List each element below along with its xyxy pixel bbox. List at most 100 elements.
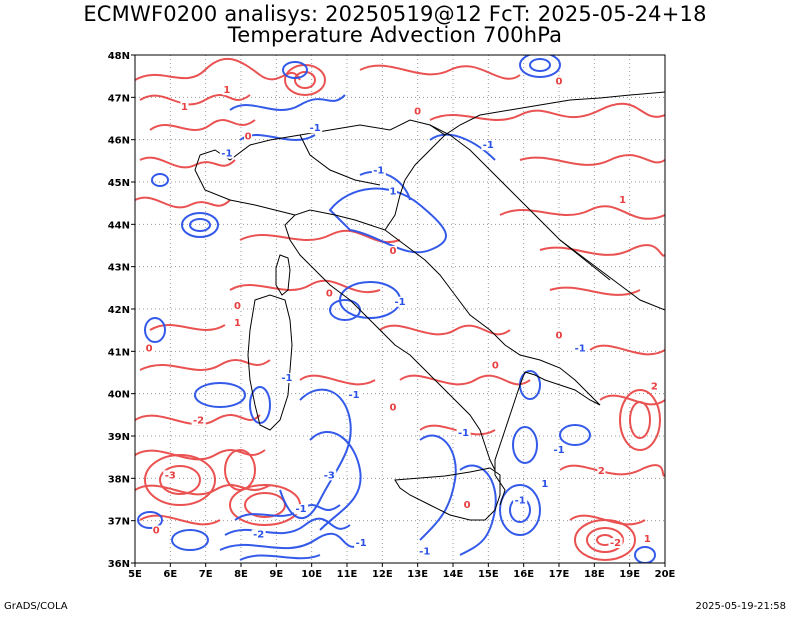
contour-label: -1 <box>575 343 586 354</box>
contour-label-bg <box>222 85 231 96</box>
contour-label: 2 <box>598 466 605 477</box>
contour-label: -1 <box>356 538 367 549</box>
contour-label: 1 <box>234 318 241 329</box>
axes: 5E 6E 7E 8E 9E 10E 11E 12E 13E 14E 15E 16E 17E 18E 19E… <box>108 51 676 580</box>
contour-label-bg <box>573 343 588 354</box>
contour-label: -2 <box>253 530 264 541</box>
contour-label-bg <box>244 131 253 142</box>
lat-tick-label: 48N <box>108 51 130 62</box>
lon-tick-label: 19E <box>619 569 640 580</box>
lon-tick-label: 16E <box>513 569 534 580</box>
contour-label: 0 <box>245 132 252 143</box>
lat-tick-label: 36N <box>108 559 130 570</box>
lat-tick-label: 42N <box>108 305 130 316</box>
contour-label: 0 <box>464 500 471 511</box>
lon-tick-label: 7E <box>199 569 213 580</box>
contour-label: 0 <box>492 360 499 371</box>
lon-tick-label: 10E <box>301 569 322 580</box>
contour-label: 0 <box>414 106 421 117</box>
contour-label-bg <box>294 504 309 515</box>
contour-label: -1 <box>296 504 307 515</box>
contour-label: -1 <box>458 428 469 439</box>
footer-timestamp: 2025-05-19-21:58 <box>695 601 786 612</box>
contour-label-bg <box>371 165 386 176</box>
lon-tick-label: 13E <box>407 569 428 580</box>
map-title: ECMWF0200 analisys: 20250519@12 FcT: 202… <box>83 2 707 26</box>
contour-label-bg <box>555 76 563 87</box>
contour-label: -1 <box>373 166 384 177</box>
contour-label: -2 <box>193 415 204 426</box>
contour-label-bg <box>152 525 161 536</box>
contour-label: 0 <box>326 288 333 299</box>
contour-label-bg <box>233 301 242 311</box>
contour-label: 0 <box>146 343 153 354</box>
lon-tick-label: 14E <box>443 569 464 580</box>
positive-contours <box>135 57 665 561</box>
contour-label-bg <box>279 372 294 383</box>
contour-label-bg <box>180 102 189 113</box>
contour-label-bg <box>481 140 496 151</box>
contour-label-bg <box>388 186 397 197</box>
lon-tick-label: 15E <box>478 569 499 580</box>
contour-label-bg <box>308 123 323 134</box>
contour-label: 0 <box>153 525 160 536</box>
lat-tick-label: 37N <box>108 517 130 528</box>
lon-tick-label: 8E <box>234 569 248 580</box>
contour-label-bg <box>513 495 528 506</box>
lat-tick-label: 47N <box>108 93 130 104</box>
contour-label: -1 <box>310 123 321 134</box>
contour-label: 1 <box>389 187 396 198</box>
lat-tick-label: 39N <box>108 432 130 443</box>
contour-label-bg <box>347 389 362 400</box>
contour-label-bg <box>552 444 566 455</box>
lat-tick-label: 41N <box>108 347 130 358</box>
contour-label-bg <box>145 343 154 354</box>
lon-tick-label: 6E <box>163 569 177 580</box>
contour-label-bg <box>608 538 623 549</box>
contour-label-bg <box>618 195 627 206</box>
lon-tick-label: 5E <box>128 569 142 580</box>
contour-label-bg <box>540 478 549 489</box>
contour-label-bg <box>388 402 397 413</box>
lat-tick-label: 44N <box>108 220 130 231</box>
contour-label-bg <box>163 470 178 481</box>
lat-tick-label: 43N <box>108 263 130 274</box>
contour-label-bg <box>597 466 606 477</box>
footer-software: GrADS/COLA <box>4 601 68 612</box>
contour-label: -1 <box>553 445 564 456</box>
lat-tick-label: 46N <box>108 136 130 147</box>
contour-label: -1 <box>419 547 430 558</box>
plot-frame <box>134 54 666 564</box>
contour-label-bg <box>456 428 471 438</box>
contour-label-bg <box>251 529 266 540</box>
lon-tick-label: 9E <box>269 569 283 580</box>
lon-tick-label: 18E <box>584 569 605 580</box>
coastlines <box>194 91 665 521</box>
contour-label-bg <box>650 381 659 392</box>
contour-label: 1 <box>181 102 188 113</box>
contour-label: -2 <box>610 538 621 549</box>
contour-label-bg <box>643 533 652 544</box>
map-subtitle: Temperature Advection 700hPa <box>227 23 563 47</box>
lat-tick-label: 38N <box>108 474 130 485</box>
lon-tick-label: 12E <box>372 569 393 580</box>
contour-label-bg <box>322 470 337 481</box>
contour-label-bg <box>417 546 432 557</box>
lon-tick-label: 11E <box>337 569 358 580</box>
contour-label-bg <box>191 415 206 426</box>
contour-labels: 1 1 0 -1 -1 -1 1 0 -1 0 1 0 -1 0 0 0 1 -1 -1 0 -1 0 0 -1 2 -1 1 -1 0… <box>145 76 659 558</box>
contour-label-bg <box>463 499 472 510</box>
contour-label: 2 <box>651 381 658 392</box>
contour-label: 1 <box>223 85 230 96</box>
contour-label: 1 <box>644 534 651 545</box>
contour-label-bg <box>555 330 563 341</box>
contour-label: -1 <box>483 140 494 151</box>
contour-label: -1 <box>281 373 292 384</box>
contour-field <box>135 55 665 563</box>
contour-label-bg <box>325 288 334 299</box>
contour-label-bg <box>388 245 397 256</box>
contour-label: 1 <box>541 479 548 490</box>
contour-label: -1 <box>394 297 405 308</box>
contour-label: -3 <box>165 470 176 481</box>
